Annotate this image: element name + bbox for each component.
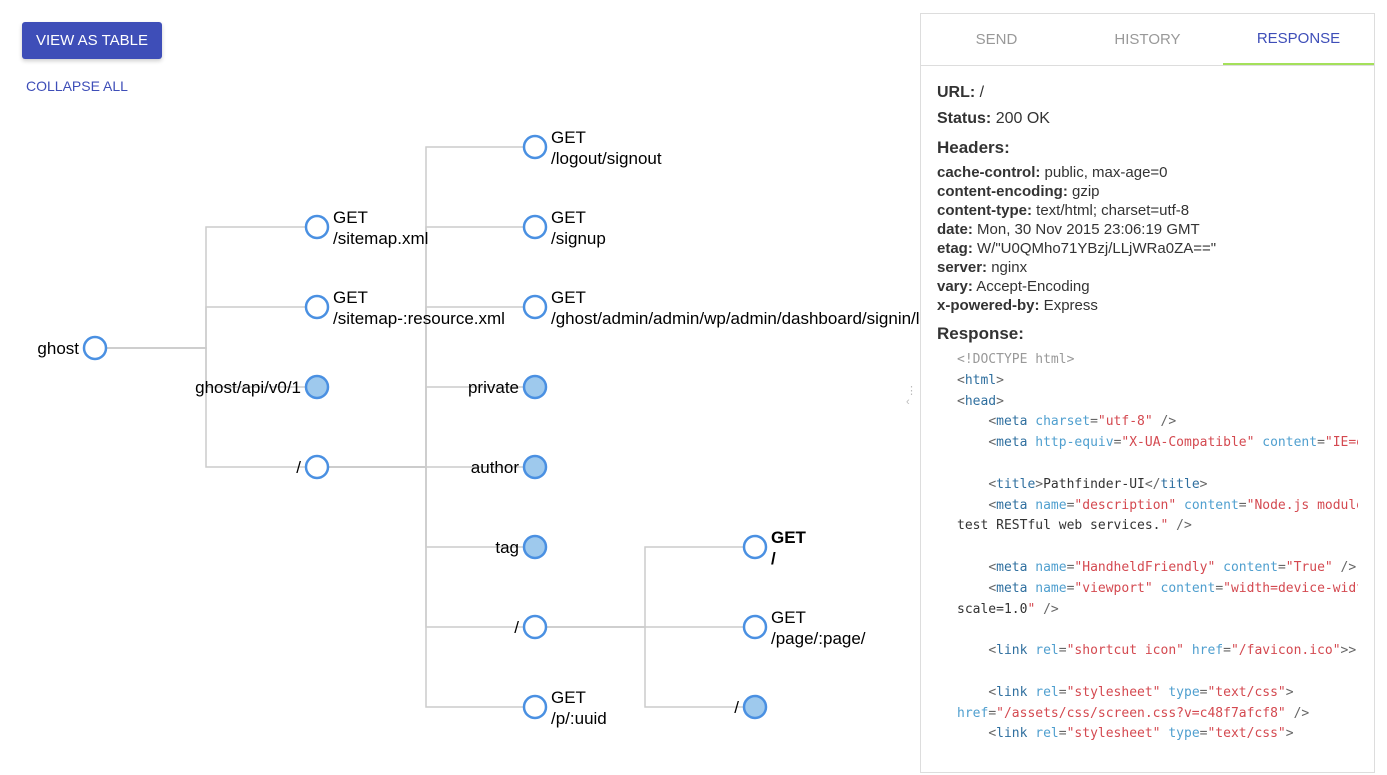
tree-node-label: GET/ghost/admin/admin/wp/admin/dashboard… bbox=[551, 287, 952, 330]
tree-node[interactable] bbox=[524, 696, 546, 718]
tree-node-label: author bbox=[471, 457, 519, 478]
header-item: content-encoding: gzip bbox=[937, 183, 1358, 200]
header-item: server: nginx bbox=[937, 259, 1358, 276]
tree-node[interactable] bbox=[524, 376, 546, 398]
header-item: cache-control: public, max-age=0 bbox=[937, 164, 1358, 181]
tree-node-label: GET/sitemap-:resource.xml bbox=[333, 287, 505, 330]
response-panel: SEND HISTORY RESPONSE URL: / Status: 200… bbox=[920, 13, 1375, 773]
tree-node-label: GET/page/:page/ bbox=[771, 607, 866, 650]
tree-node-label: GET/ bbox=[771, 527, 806, 570]
tree-node-label: / bbox=[734, 697, 739, 718]
status-value: 200 OK bbox=[996, 110, 1050, 127]
tree-node-label: GET/logout/signout bbox=[551, 127, 662, 170]
tab-response[interactable]: RESPONSE bbox=[1223, 14, 1374, 65]
response-label: Response: bbox=[937, 324, 1358, 344]
tree-node[interactable] bbox=[306, 456, 328, 478]
tree-node[interactable] bbox=[84, 337, 106, 359]
header-item: x-powered-by: Express bbox=[937, 297, 1358, 314]
tree-node[interactable] bbox=[306, 376, 328, 398]
tree-node-label: / bbox=[296, 457, 301, 478]
tree-node-label: GET/signup bbox=[551, 207, 606, 250]
tree-node[interactable] bbox=[744, 616, 766, 638]
tree-node-label: private bbox=[468, 377, 519, 398]
tree-svg bbox=[0, 0, 920, 775]
tree-node[interactable] bbox=[524, 536, 546, 558]
tree-node-label: ghost bbox=[37, 338, 79, 359]
header-item: content-type: text/html; charset=utf-8 bbox=[937, 202, 1358, 219]
tabs: SEND HISTORY RESPONSE bbox=[921, 14, 1374, 66]
panel-drag-handle[interactable]: ⋮‹ bbox=[906, 386, 920, 426]
tree-panel: VIEW AS TABLE COLLAPSE ALL ghostGET/site… bbox=[0, 0, 920, 775]
tree-node-label: tag bbox=[495, 537, 519, 558]
tree-node[interactable] bbox=[306, 216, 328, 238]
response-body: URL: / Status: 200 OK Headers: cache-con… bbox=[921, 66, 1374, 774]
headers-label: Headers: bbox=[937, 138, 1358, 158]
tree-node[interactable] bbox=[524, 136, 546, 158]
url-value: / bbox=[980, 84, 984, 101]
header-item: vary: Accept-Encoding bbox=[937, 278, 1358, 295]
header-item: etag: W/"U0QMho71YBzj/LLjWRa0ZA==" bbox=[937, 240, 1358, 257]
tree-node[interactable] bbox=[306, 296, 328, 318]
tab-send[interactable]: SEND bbox=[921, 14, 1072, 65]
tree-node[interactable] bbox=[744, 696, 766, 718]
tree-node-label: ghost/api/v0/1 bbox=[195, 377, 301, 398]
status-label: Status: bbox=[937, 110, 991, 127]
tree-node[interactable] bbox=[744, 536, 766, 558]
tree-node-label: / bbox=[514, 617, 519, 638]
tree-node[interactable] bbox=[524, 296, 546, 318]
url-label: URL: bbox=[937, 84, 975, 101]
tab-history[interactable]: HISTORY bbox=[1072, 14, 1223, 65]
header-item: date: Mon, 30 Nov 2015 23:06:19 GMT bbox=[937, 221, 1358, 238]
response-code: <!DOCTYPE html> <html> <head> <meta char… bbox=[937, 350, 1358, 745]
headers-list: cache-control: public, max-age=0 content-… bbox=[937, 164, 1358, 314]
tree-node-label: GET/sitemap.xml bbox=[333, 207, 428, 250]
tree-node-label: GET/p/:uuid bbox=[551, 687, 607, 730]
tree-node[interactable] bbox=[524, 456, 546, 478]
tree-node[interactable] bbox=[524, 216, 546, 238]
tree-node[interactable] bbox=[524, 616, 546, 638]
